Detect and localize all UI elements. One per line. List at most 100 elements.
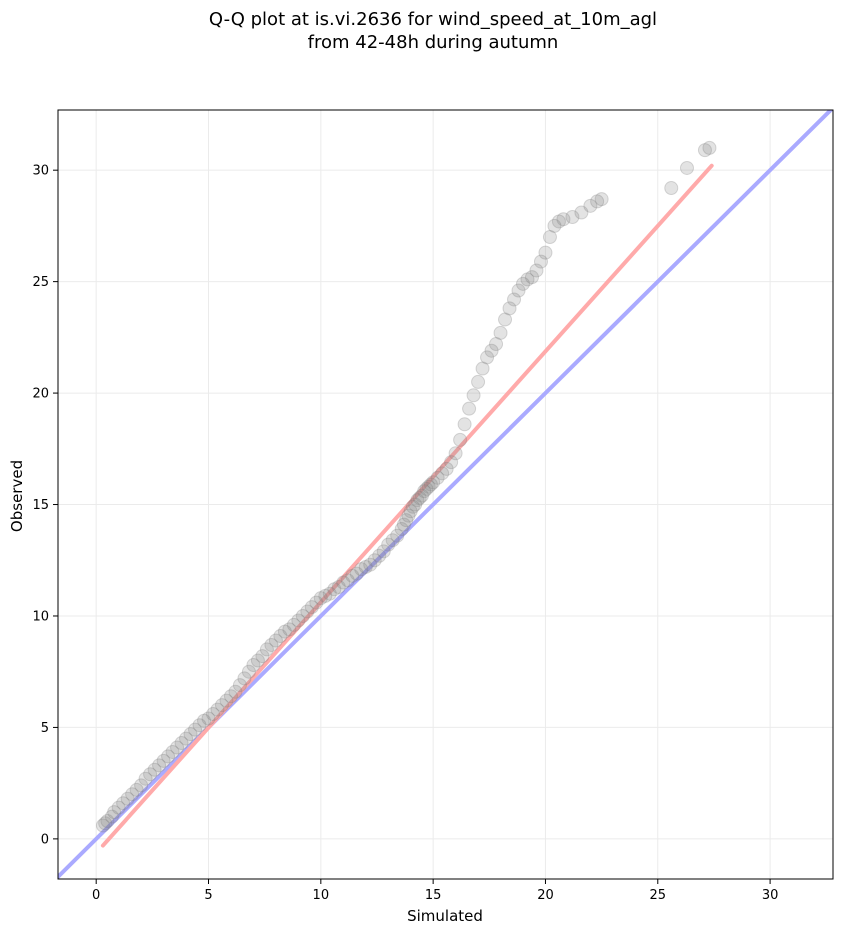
data-point — [318, 588, 333, 603]
data-point — [590, 194, 605, 209]
data-point — [340, 573, 355, 588]
data-point — [228, 684, 243, 699]
data-point — [277, 624, 292, 639]
ticks: 0 5 10 15 20 25 30 0 5 10 15 20 25 30 — [32, 164, 778, 903]
data-point — [664, 181, 679, 196]
x-tick-label: 30 — [762, 888, 779, 903]
data-point — [466, 388, 481, 403]
data-point — [309, 595, 324, 610]
y-tick-label: 0 — [41, 832, 49, 847]
data-point — [551, 214, 566, 229]
data-point — [206, 707, 220, 722]
data-point — [399, 513, 414, 528]
data-point — [322, 586, 337, 601]
data-point — [489, 337, 504, 352]
data-point — [210, 702, 225, 717]
x-tick-label: 0 — [92, 888, 100, 903]
data-point — [138, 771, 153, 786]
data-point — [533, 254, 548, 269]
data-point — [529, 263, 544, 278]
data-point — [100, 814, 115, 829]
data-point — [147, 762, 162, 777]
data-point — [273, 629, 288, 644]
data-point — [295, 608, 310, 623]
data-point — [98, 816, 113, 831]
data-point — [286, 617, 301, 632]
data-point — [354, 562, 369, 577]
data-point — [219, 693, 234, 708]
data-point — [390, 528, 405, 543]
data-point — [116, 796, 131, 811]
data-point — [574, 205, 589, 220]
data-point — [246, 658, 261, 673]
data-point — [152, 758, 167, 773]
data-point — [156, 753, 171, 768]
data-point — [95, 818, 110, 833]
data-point — [498, 312, 513, 327]
data-point — [331, 580, 346, 595]
data-point — [107, 805, 122, 820]
data-point — [143, 767, 158, 782]
chart-title-line-1: Q-Q plot at is.vi.2636 for wind_speed_at… — [208, 9, 658, 30]
data-layer — [58, 110, 833, 879]
data-point — [408, 497, 423, 512]
data-point — [475, 361, 490, 376]
data-point — [376, 544, 391, 559]
data-point — [583, 198, 598, 213]
data-point — [179, 731, 194, 746]
x-tick-label: 10 — [313, 888, 330, 903]
data-point — [462, 401, 477, 416]
data-point — [304, 600, 319, 615]
data-point — [520, 272, 535, 287]
data-point — [237, 671, 252, 686]
data-point — [170, 740, 185, 755]
data-point — [381, 537, 396, 552]
y-tick-label: 5 — [41, 721, 49, 736]
fit-line — [100, 163, 714, 848]
data-point — [702, 140, 717, 155]
data-point — [538, 245, 553, 260]
data-point — [327, 582, 342, 597]
data-point — [516, 276, 530, 291]
data-point — [345, 568, 360, 583]
data-point — [174, 736, 189, 751]
data-point — [426, 475, 441, 490]
data-point — [453, 432, 468, 447]
grid — [58, 110, 833, 879]
y-axis-label: Observed — [8, 460, 26, 532]
data-point — [457, 417, 472, 432]
data-point — [134, 778, 149, 793]
data-point — [250, 653, 265, 668]
data-point — [385, 533, 400, 548]
data-point — [120, 791, 135, 806]
data-point — [367, 553, 382, 568]
data-point — [282, 622, 297, 637]
data-point — [439, 461, 454, 476]
data-point — [197, 713, 212, 728]
y-tick-label: 25 — [32, 275, 49, 290]
data-point — [417, 484, 432, 499]
data-point — [403, 504, 418, 519]
data-point — [125, 787, 140, 802]
data-point — [502, 301, 517, 316]
data-point — [161, 749, 176, 764]
data-point — [223, 689, 238, 704]
data-point — [394, 522, 409, 537]
data-point — [264, 637, 279, 652]
data-point — [255, 649, 270, 664]
chart-title-line-2: from 42-48h during autumn — [307, 32, 559, 53]
plot-frame — [57, 109, 834, 880]
data-point — [232, 678, 247, 693]
data-point — [268, 633, 283, 648]
x-tick-label: 25 — [650, 888, 667, 903]
data-point — [542, 230, 557, 245]
data-point — [480, 350, 495, 365]
data-point — [349, 566, 364, 581]
x-tick-label: 5 — [204, 888, 212, 903]
data-point — [358, 559, 373, 574]
data-point — [336, 575, 351, 590]
data-point — [410, 493, 425, 508]
data-point — [183, 727, 198, 742]
data-point — [679, 160, 694, 175]
x-tick-label: 15 — [425, 888, 442, 903]
